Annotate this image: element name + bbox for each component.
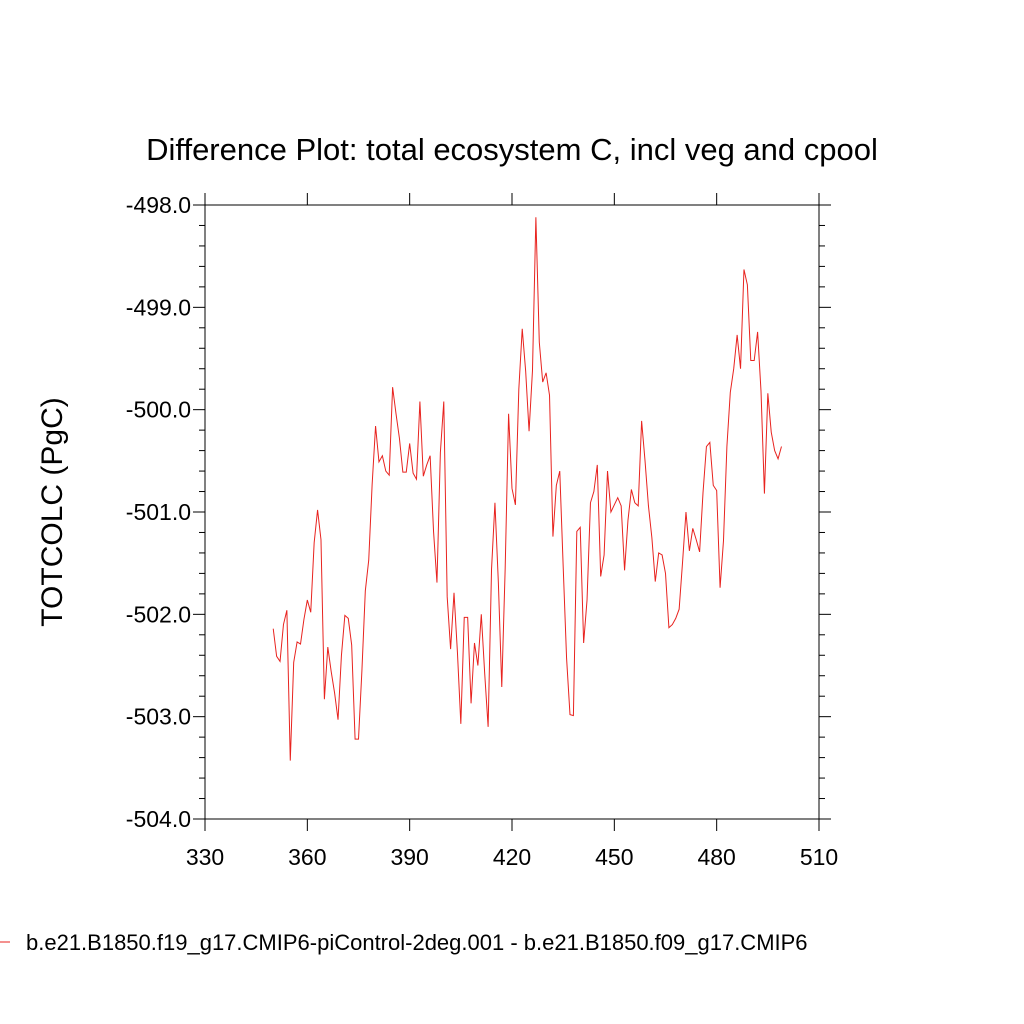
x-tick-label: 390 [390,844,428,870]
x-tick-label: 480 [697,844,735,870]
y-tick-label: -498.0 [126,192,191,218]
legend-label: b.e21.B1850.f19_g17.CMIP6-piControl-2deg… [26,930,808,955]
y-axis-ticks: -498.0 -499.0 -500.0 -501.0 -502.0 -503.0 -504… [126,192,831,832]
y-tick-label: -500.0 [126,397,191,423]
x-tick-label: 330 [186,844,224,870]
chart-title: Difference Plot: total ecosystem C, incl… [146,132,878,167]
x-tick-label: 450 [595,844,633,870]
legend: b.e21.B1850.f19_g17.CMIP6-piControl-2deg… [0,930,808,955]
y-axis-label: TOTCOLC (PgC) [36,397,69,626]
x-tick-label: 420 [493,844,531,870]
y-tick-label: -499.0 [126,294,191,320]
x-tick-label: 510 [800,844,838,870]
y-tick-label: -502.0 [126,601,191,627]
y-tick-label: -501.0 [126,499,191,525]
plot-frame [204,204,820,820]
series-line-0 [272,217,782,761]
series-group [272,217,782,761]
x-tick-label: 360 [288,844,326,870]
y-tick-label: -504.0 [126,806,191,832]
y-tick-label: -503.0 [126,704,191,730]
x-axis-ticks: 330 360 390 420 450 480 510 [186,193,838,870]
